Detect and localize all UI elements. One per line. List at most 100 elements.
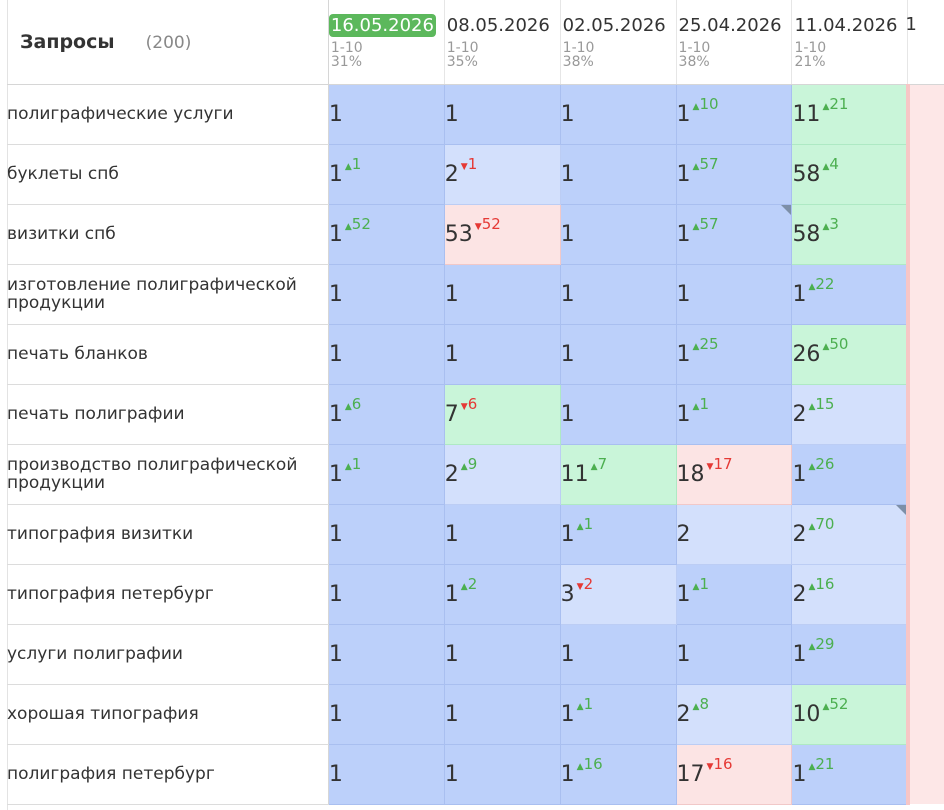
top-range-label: 1-10 bbox=[330, 40, 363, 56]
query-cell[interactable]: полиграфические услуги bbox=[7, 84, 329, 145]
position-cell[interactable]: 2 ▲70 bbox=[791, 504, 909, 565]
position-cell[interactable]: 1 bbox=[328, 624, 445, 685]
note-corner-icon[interactable] bbox=[781, 204, 792, 215]
query-cell[interactable]: буклеты спб bbox=[7, 144, 329, 205]
position-cell[interactable]: 17 ▼16 bbox=[676, 744, 793, 805]
position-cell[interactable]: 1 ▲16 bbox=[560, 744, 677, 805]
query-cell[interactable]: типография петербург bbox=[7, 564, 329, 625]
position-cell-partial[interactable] bbox=[905, 684, 944, 744]
date-column-header[interactable]: 02.05.2026 1-10 38% bbox=[560, 0, 677, 85]
position-cell-partial[interactable] bbox=[905, 384, 944, 444]
position-cell[interactable]: 1 bbox=[444, 744, 561, 805]
date-column-header[interactable]: 08.05.2026 1-10 35% bbox=[444, 0, 561, 85]
query-cell[interactable]: печать бланков bbox=[7, 324, 329, 385]
position-cell[interactable]: 18 ▼17 bbox=[676, 444, 793, 505]
position-cell[interactable]: 2 ▲16 bbox=[791, 564, 909, 625]
position-cell[interactable]: 1 bbox=[328, 84, 445, 145]
position-cell[interactable]: 58 ▲4 bbox=[791, 144, 909, 205]
position-cell[interactable]: 1 bbox=[444, 504, 561, 565]
query-cell[interactable]: хорошая типография bbox=[7, 684, 329, 745]
position-cell[interactable]: 1 bbox=[444, 624, 561, 685]
note-corner-icon[interactable] bbox=[895, 504, 906, 515]
position-cell[interactable]: 3 ▼2 bbox=[560, 564, 677, 625]
position-cell[interactable]: 2 ▼1 bbox=[444, 144, 561, 205]
query-cell[interactable]: визитки спб bbox=[7, 204, 329, 265]
date-label[interactable]: 11.04.2026 bbox=[794, 15, 898, 36]
position-cell[interactable]: 53 ▼52 bbox=[444, 204, 561, 265]
position-cell[interactable]: 1 bbox=[560, 144, 677, 205]
date-label-partial[interactable]: 1 bbox=[905, 14, 917, 35]
position-cell[interactable]: 1 bbox=[328, 504, 445, 565]
position-cell[interactable]: 1 ▲22 bbox=[791, 264, 909, 325]
position-cell-partial[interactable] bbox=[905, 204, 944, 264]
position-cell[interactable]: 1 ▲52 bbox=[328, 204, 445, 265]
position-cell[interactable]: 1 bbox=[560, 204, 677, 265]
position-cell[interactable]: 1 bbox=[444, 264, 561, 325]
date-label[interactable]: 02.05.2026 bbox=[562, 15, 666, 36]
position-cell-partial[interactable] bbox=[905, 264, 944, 324]
position-cell[interactable]: 1 bbox=[560, 84, 677, 145]
date-column-header-partial[interactable]: 1 bbox=[905, 0, 944, 85]
position-cell[interactable]: 1 ▲1 bbox=[676, 384, 793, 445]
position-cell[interactable]: 1 bbox=[676, 264, 793, 325]
position-cell-partial[interactable] bbox=[905, 744, 944, 804]
position-cell-partial[interactable] bbox=[905, 444, 944, 504]
position-cell[interactable]: 1 ▲26 bbox=[791, 444, 909, 505]
position-cell[interactable]: 10 ▲52 bbox=[791, 684, 909, 745]
position-cell[interactable]: 1 bbox=[328, 564, 445, 625]
position-cell[interactable]: 1 ▲21 bbox=[791, 744, 909, 805]
position-value: 26 bbox=[792, 341, 821, 367]
position-cell[interactable]: 1 ▲1 bbox=[560, 504, 677, 565]
date-label[interactable]: 16.05.2026 bbox=[328, 14, 436, 37]
query-cell[interactable]: печать полиграфии bbox=[7, 384, 329, 445]
position-cell[interactable]: 1 bbox=[328, 684, 445, 745]
position-cell[interactable]: 1 ▲57 bbox=[676, 144, 793, 205]
position-cell[interactable]: 1 bbox=[560, 624, 677, 685]
position-cell[interactable]: 1 ▲1 bbox=[328, 144, 445, 205]
position-cell-partial[interactable] bbox=[905, 564, 944, 624]
position-cell-partial[interactable] bbox=[905, 624, 944, 684]
position-cell[interactable]: 1 ▲29 bbox=[791, 624, 909, 685]
position-cell-partial[interactable] bbox=[905, 84, 944, 144]
position-cell[interactable]: 1 ▲25 bbox=[676, 324, 793, 385]
position-cell[interactable]: 1 bbox=[444, 324, 561, 385]
query-cell[interactable]: полиграфия петербург bbox=[7, 744, 329, 805]
position-cell[interactable]: 2 bbox=[676, 504, 793, 565]
position-cell[interactable]: 1 bbox=[676, 624, 793, 685]
query-cell[interactable]: услуги полиграфии bbox=[7, 624, 329, 685]
position-cell[interactable]: 1 bbox=[560, 384, 677, 445]
position-cell[interactable]: 2 ▲15 bbox=[791, 384, 909, 445]
position-cell[interactable]: 1 bbox=[328, 264, 445, 325]
position-cell[interactable]: 1 ▲1 bbox=[328, 444, 445, 505]
position-cell[interactable]: 1 ▲2 bbox=[444, 564, 561, 625]
position-cell[interactable]: 11 ▲21 bbox=[791, 84, 909, 145]
position-cell[interactable]: 11 ▲7 bbox=[560, 444, 677, 505]
position-cell-partial[interactable] bbox=[905, 504, 944, 564]
position-cell[interactable]: 1 ▲1 bbox=[560, 684, 677, 745]
position-cell[interactable]: 1 bbox=[328, 324, 445, 385]
query-cell[interactable]: типография визитки bbox=[7, 504, 329, 565]
position-cell[interactable]: 1 bbox=[560, 264, 677, 325]
query-cell[interactable]: производство полиграфической продукции bbox=[7, 444, 329, 505]
position-cell[interactable]: 26 ▲50 bbox=[791, 324, 909, 385]
position-cell[interactable]: 58 ▲3 bbox=[791, 204, 909, 265]
position-cell[interactable]: 2 ▲9 bbox=[444, 444, 561, 505]
position-cell[interactable]: 1 ▲57 bbox=[676, 204, 793, 265]
date-column-header[interactable]: 11.04.2026 1-10 21% bbox=[791, 0, 909, 85]
date-column-header[interactable]: 16.05.2026 1-10 31% bbox=[328, 0, 445, 85]
position-cell[interactable]: 1 ▲10 bbox=[676, 84, 793, 145]
position-cell[interactable]: 1 ▲1 bbox=[676, 564, 793, 625]
position-cell[interactable]: 1 bbox=[328, 744, 445, 805]
position-cell[interactable]: 1 bbox=[444, 684, 561, 745]
position-cell-partial[interactable] bbox=[905, 324, 944, 384]
date-label[interactable]: 08.05.2026 bbox=[446, 15, 550, 36]
position-cell[interactable]: 1 bbox=[444, 84, 561, 145]
position-cell[interactable]: 7 ▼6 bbox=[444, 384, 561, 445]
date-column-header[interactable]: 25.04.2026 1-10 38% bbox=[676, 0, 793, 85]
position-cell-partial[interactable] bbox=[905, 144, 944, 204]
query-cell[interactable]: изготовление полиграфической продукции bbox=[7, 264, 329, 325]
position-cell[interactable]: 1 ▲6 bbox=[328, 384, 445, 445]
date-label[interactable]: 25.04.2026 bbox=[678, 15, 782, 36]
position-cell[interactable]: 2 ▲8 bbox=[676, 684, 793, 745]
position-cell[interactable]: 1 bbox=[560, 324, 677, 385]
